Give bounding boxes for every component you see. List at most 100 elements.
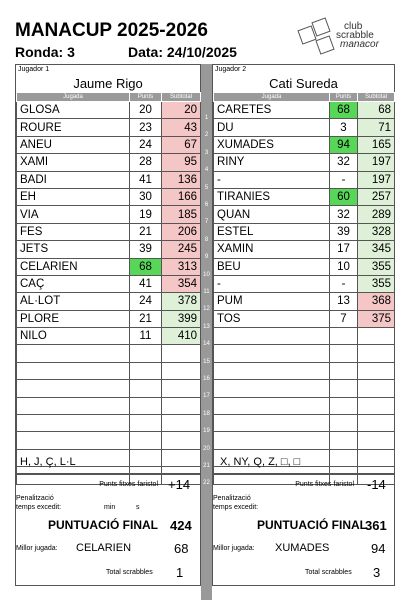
subtotal-cell: 354 [161,274,201,294]
points-cell: 19 [129,205,162,224]
penalty-label-2: temps excedit: [16,504,62,511]
page-title: MANACUP 2025-2026 [15,20,208,41]
turn-number: 3 [204,149,209,156]
points-cell [129,414,162,433]
word-cell [213,396,330,416]
word-cell: CELARIEN [16,257,130,276]
logo-text-3: manacor [340,39,379,50]
score-row [213,431,395,450]
score-row [16,344,201,363]
word-cell: ANEU [16,135,130,155]
score-row: TOS 7 375 [213,309,395,329]
subtotal-cell: 289 [357,205,395,224]
points-cell [129,396,162,416]
points-cell: - [329,170,358,189]
score-row: CARETES 68 68 [213,100,395,120]
subtotal-cell [161,414,201,433]
subtotal-cell: 197 [357,153,395,172]
score-row: QUAN 32 289 [213,205,395,224]
word-cell [213,361,330,381]
points-cell [329,361,358,381]
fixed-tiles-value: -14 [367,477,386,492]
col-subtotal: Subtotal [161,92,201,102]
turn-number: 4 [204,167,209,174]
fixed-tiles-value: +14 [168,477,191,492]
turn-number: 13 [203,323,210,330]
penalty-label-2: temps excedit: [213,504,259,511]
score-row [16,379,201,398]
score-row: CELARIEN 68 313 [16,257,201,276]
score-row: DU 3 71 [213,118,395,137]
points-cell: 32 [329,205,358,224]
final-score-label: PUNTUACIÓ FINAL [257,518,367,532]
word-cell [213,414,330,433]
subtotal-cell: 355 [357,257,395,276]
scrabbles-label: Total scrabbles [305,569,352,576]
player2-summary: Punts fitxes faristol -14 Penalització t… [212,474,395,586]
subtotal-cell: 43 [161,118,201,137]
subtotal-cell: 95 [161,153,201,172]
final-score-label: PUNTUACIÓ FINAL [48,518,158,532]
score-row [16,414,201,433]
score-row: PLORE 21 399 [16,309,201,329]
word-cell [16,414,130,433]
word-cell: PLORE [16,309,130,329]
turn-number: 18 [203,410,210,417]
word-cell: DU [213,118,330,137]
points-cell [129,431,162,450]
points-cell [129,379,162,398]
score-row: CAÇ 41 354 [16,274,201,294]
turn-number: 9 [204,254,209,261]
subtotal-cell: 355 [357,274,395,294]
score-row: - -355 [213,274,395,294]
word-cell: BADI [16,170,130,189]
score-row [213,414,395,433]
points-cell: 7 [329,309,358,329]
turn-number: 21 [203,463,210,469]
score-row: TIRANIES 60 257 [213,187,395,207]
word-cell: AL·LOT [16,292,130,311]
penalty-min: min [104,504,116,511]
word-cell [213,379,330,398]
score-row: JETS 39 245 [16,240,201,259]
word-cell [16,431,130,450]
subtotal-cell [357,396,395,416]
date-label: Data: 24/10/2025 [128,44,237,60]
score-row: ANEU 24 67 [16,135,201,155]
logo-text-2: scrabble [336,30,374,41]
round-label: Ronda: 3 [15,44,75,60]
turn-number: 14 [203,341,210,348]
word-cell: - [213,274,330,294]
score-row [16,396,201,416]
subtotal-cell [357,344,395,363]
score-row: XAMIN 17 345 [213,240,395,259]
final-score-value: 424 [170,518,192,533]
points-cell: 68 [329,100,358,120]
points-cell [329,396,358,416]
points-cell: 11 [129,327,162,346]
subtotal-cell [357,379,395,398]
subtotal-cell: 245 [161,240,201,259]
turn-number: 12 [203,306,210,313]
score-row [213,379,395,398]
penalty-label: Penalització [213,495,251,502]
player1-remaining-tiles: H, J, Ç, L·L [20,456,76,468]
points-cell: 3 [329,118,358,137]
subtotal-cell [161,396,201,416]
points-cell [329,414,358,433]
score-row: PUM 13 368 [213,292,395,311]
subtotal-cell: 399 [161,309,201,329]
subtotal-cell: 165 [357,135,395,155]
word-cell: - [213,170,330,189]
player2-label: Jugador 2 [215,66,247,73]
points-cell [329,327,358,346]
turn-number-column: 1 2 3 4 5 6 7 8 9 10 11 12 13 14 15 16 17 18 19 20 21 22 [201,64,212,600]
subtotal-cell: 197 [357,170,395,189]
word-cell: VIA [16,205,130,224]
club-logo-icon [297,17,335,55]
word-cell: XUMADES [213,135,330,155]
word-cell [213,344,330,363]
points-cell [129,344,162,363]
best-move-label: Millor jugada: [16,545,58,552]
score-row: RINY 32 197 [213,153,395,172]
